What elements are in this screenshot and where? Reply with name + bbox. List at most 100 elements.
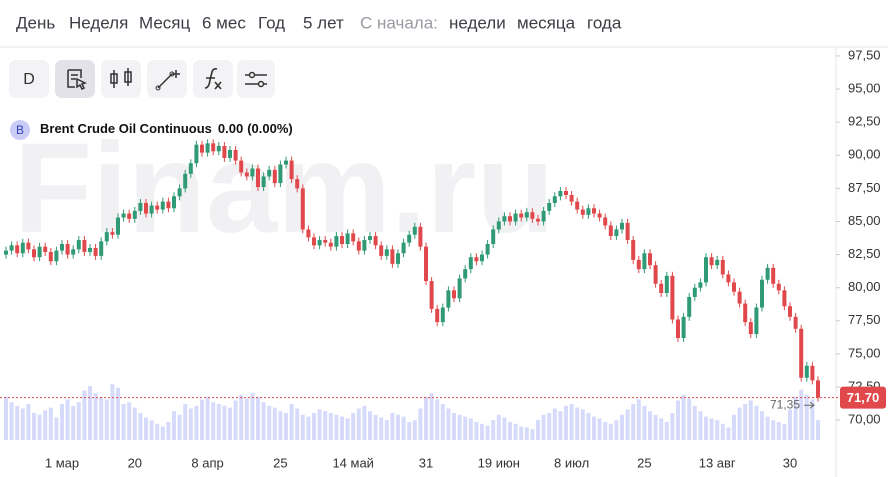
volume-bar [670,413,675,440]
volume-bar [43,410,48,440]
candle-body [440,307,445,323]
period-tab[interactable]: День [16,13,55,32]
volume-bar [524,427,529,440]
candle-body [732,282,736,292]
candle-body [222,146,227,158]
volume-bar [558,411,563,440]
last-price-label: 71,70 [847,390,880,405]
volume-bar [351,413,356,440]
volume-bar [513,423,518,440]
volume-bar [373,414,378,440]
candle-body [580,209,585,215]
candle-body [524,212,529,218]
x-tick-label: 25 [273,455,287,470]
volume-bar [519,426,524,440]
icon [169,71,175,77]
volume-bar [340,416,344,440]
volume-bar [368,411,372,440]
candle-body [743,303,748,323]
candle-body [43,246,48,252]
icon [157,70,180,89]
period-tab[interactable]: Неделя [69,13,128,32]
candle-body [418,226,423,247]
candle-body [412,226,417,235]
candle-body [356,241,361,251]
volume-bar [737,407,742,440]
candle-body [463,269,468,279]
tool-button[interactable] [9,60,49,98]
volume-bar [496,414,501,440]
x-tick-label: 1 мар [45,455,79,470]
candle-body [452,290,456,299]
volume-bar [228,407,232,440]
legend-title: Brent Crude Oil Continuous [40,121,212,136]
volume-bar [239,395,244,440]
candle-body [429,281,434,309]
volume-bar [692,405,697,440]
candle-body [362,240,367,251]
y-tick-label: 90,00 [848,147,881,162]
candle-body [166,201,171,209]
candle-body [401,242,406,254]
volume-bar [104,399,109,440]
volume-bar [715,420,720,440]
volume-bar [188,408,193,440]
since-tab[interactable]: года [587,13,622,32]
since-tab[interactable]: недели [449,13,506,32]
volume-bar [328,413,333,440]
period-tab[interactable]: Месяц [139,13,191,32]
volume-bar [614,420,619,440]
volume-bar [788,409,792,440]
candle-body [698,282,703,288]
volume-bar [166,422,171,440]
since-tab[interactable]: месяца [517,13,576,32]
volume-bar [435,399,440,440]
period-tab[interactable]: 5 лет [303,13,344,32]
candle-body [99,241,104,256]
tool-button[interactable] [237,60,275,98]
legend-text: Brent Crude Oil Continuous 0.00 (0.00%) [40,121,293,136]
x-tick-label: 13 авг [699,455,736,470]
candle-body [396,253,400,264]
volume-bar [278,411,283,440]
candle-body [480,254,484,262]
candle-body [289,160,294,180]
volume-bar [116,387,120,440]
candle-body [127,213,132,219]
candle-body [160,201,165,210]
period-tab[interactable]: 6 мес [202,13,246,32]
candle-body [82,240,87,252]
period-tab[interactable]: Год [258,13,285,32]
legend: B Brent Crude Oil Continuous 0.00 (0.00%) [10,120,293,140]
x-tick-label: 14 май [332,455,374,470]
candle-body [228,149,232,158]
volume-bar [379,417,384,440]
candle-body [368,236,372,241]
volume-bar [149,420,154,440]
volume-bar [267,405,272,440]
volume-bar [233,400,238,440]
tool-button[interactable] [101,60,141,98]
volume-bar [396,414,400,440]
candle-body [272,169,277,184]
toolbar: D [9,60,275,98]
watermark: Finam.ru [14,117,555,260]
candle-body [407,234,412,243]
volume-bar [155,423,160,440]
volume-bar [71,405,76,440]
candle-body [116,217,120,235]
volume-bar [676,400,680,440]
volume-bar [709,418,714,440]
candle-body [183,173,188,189]
candle-body [782,290,787,307]
candle-body [4,250,8,255]
volume-bar [732,414,736,440]
candle-body [65,244,70,255]
volume-bar [205,396,210,440]
candle-body [513,213,518,222]
volume-bar [480,423,484,440]
volume-bar [256,396,260,440]
tool-button[interactable] [193,60,233,98]
candle-body [26,242,31,250]
candle-body [457,278,462,299]
